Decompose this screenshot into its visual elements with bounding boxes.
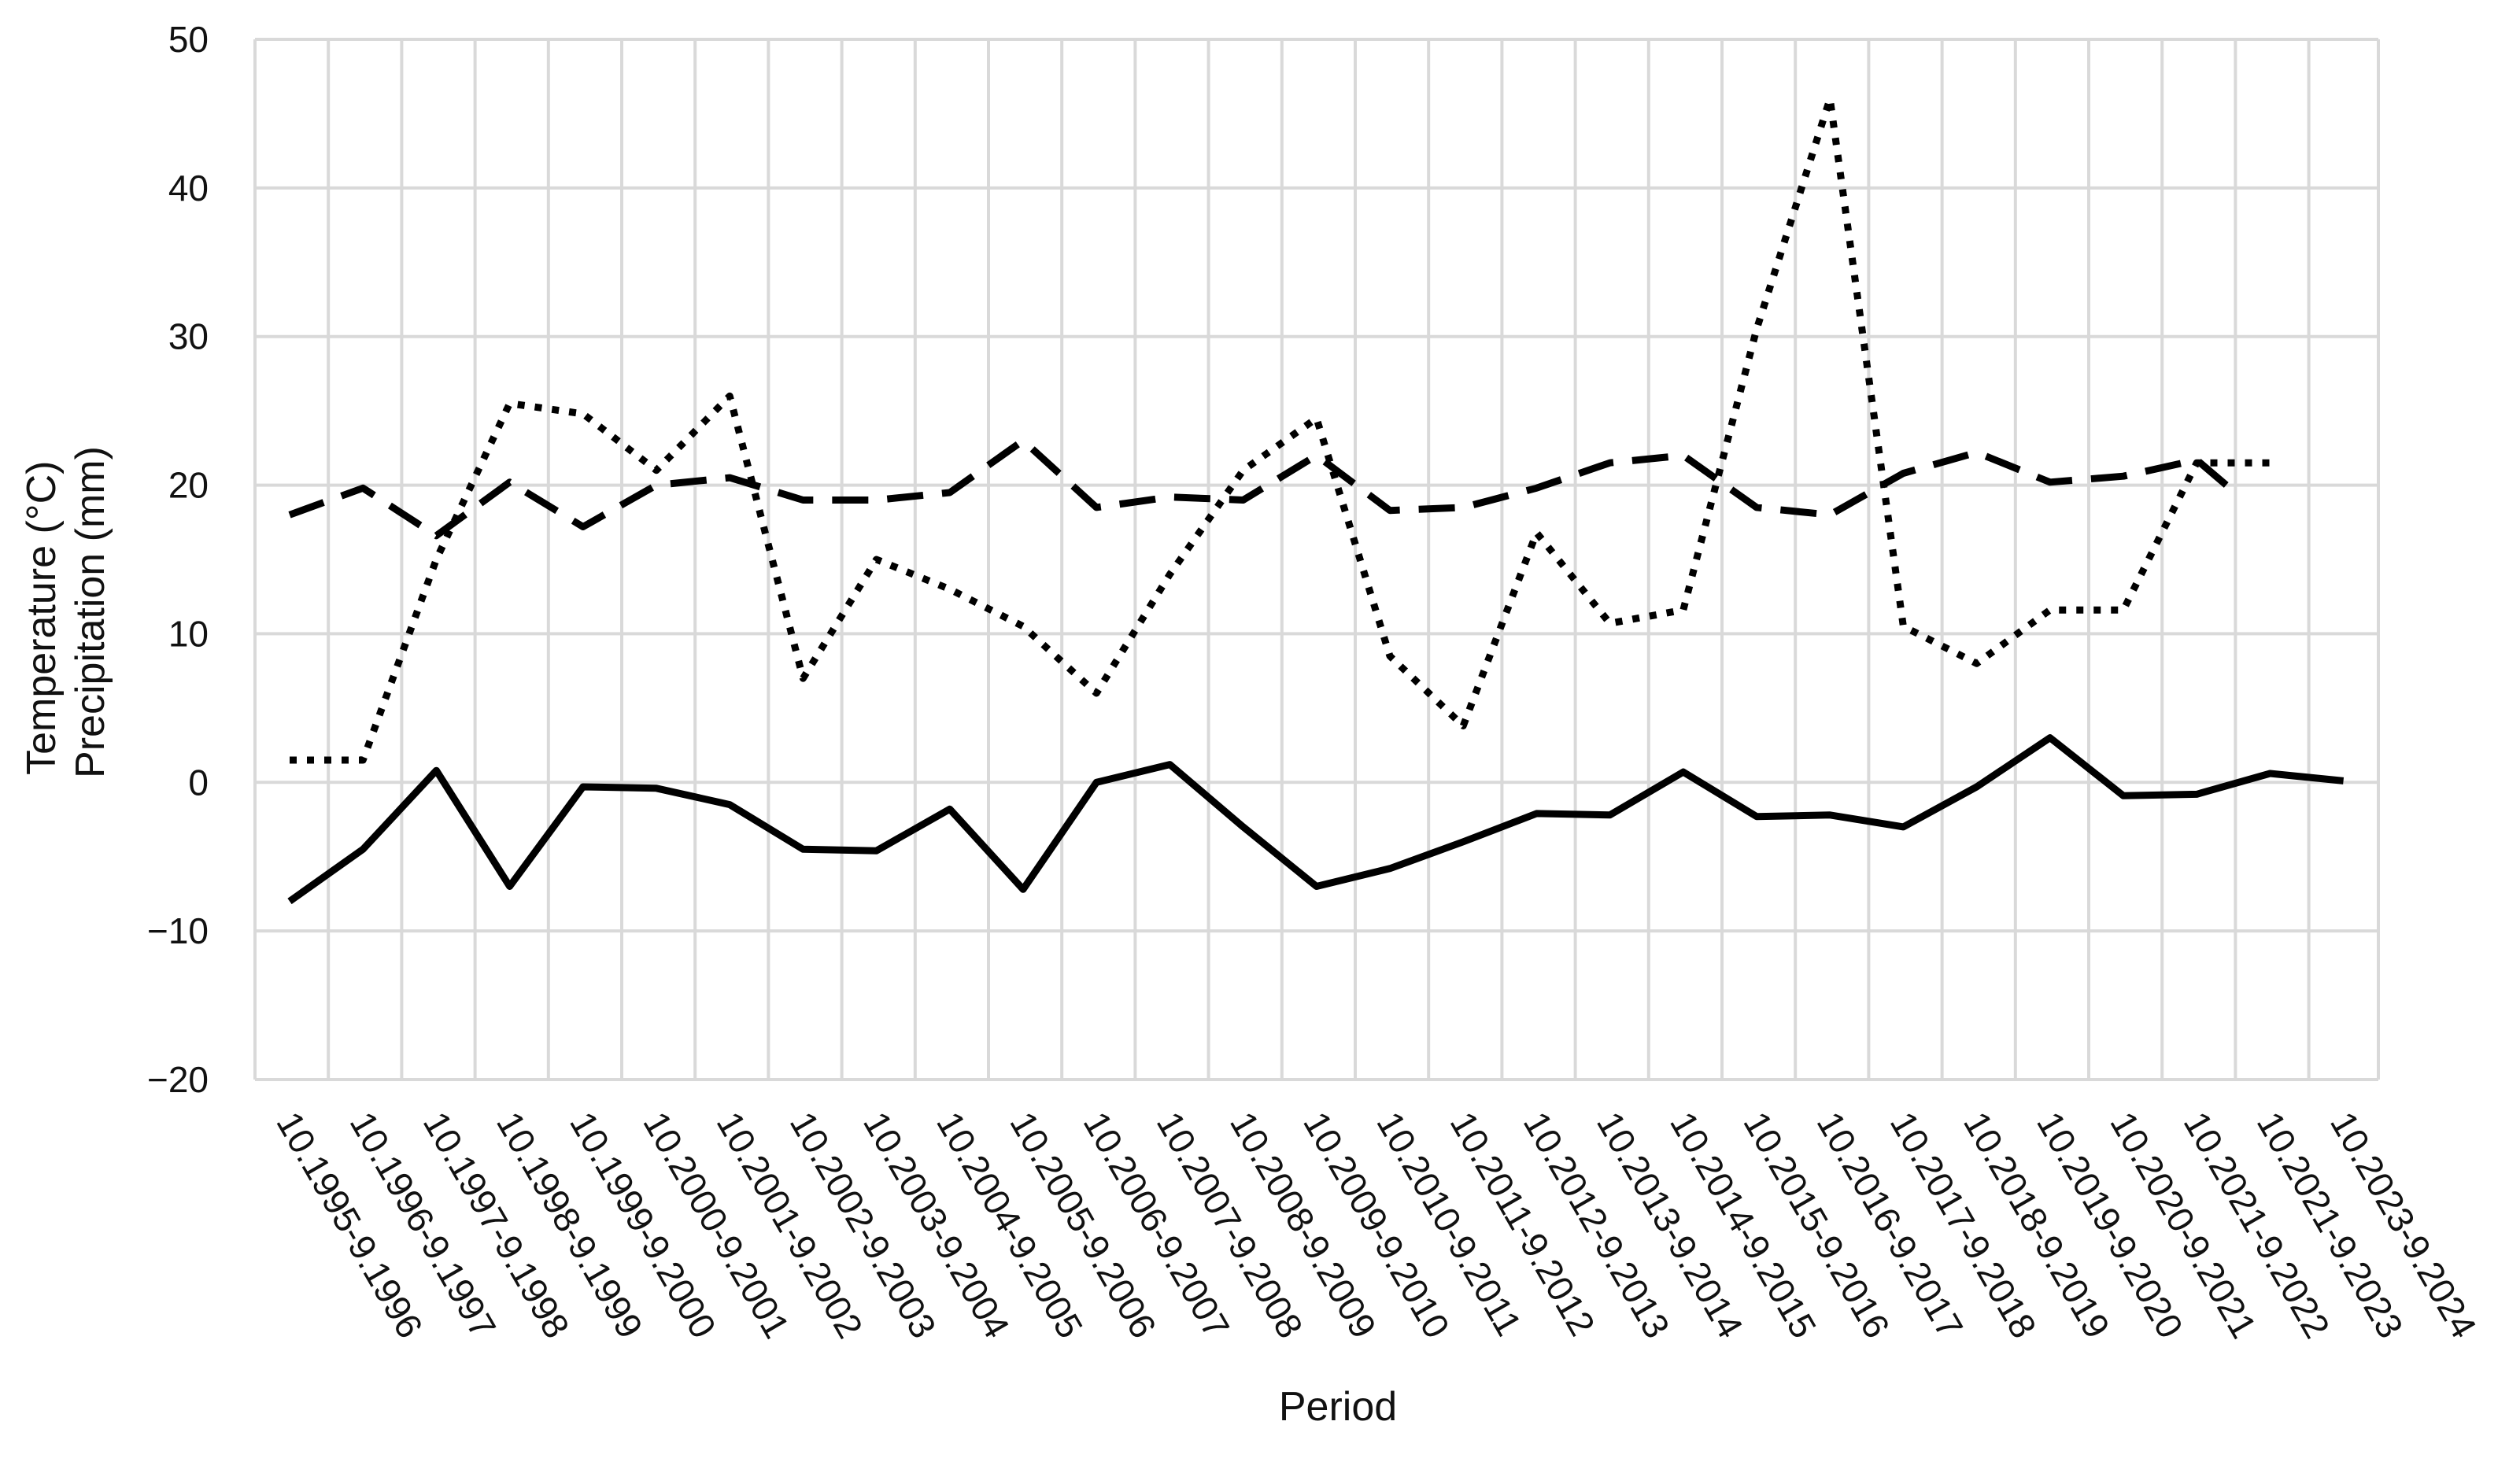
y-tick-label: 10 (168, 613, 209, 654)
chart-series (287, 95, 2345, 905)
series-line-dashed (288, 437, 2236, 540)
y-tick-label: −10 (147, 910, 209, 951)
series-line-dotted (290, 95, 2271, 764)
series-line-solid (287, 734, 2345, 905)
y-axis-title: Temperature (°C) Precipitation (mm) (19, 446, 113, 778)
y-tick-label: 40 (168, 168, 209, 209)
y-tick-label: 0 (188, 762, 209, 803)
y-axis-tick-labels: 50 40 30 20 10 0 −10 −20 (147, 19, 209, 1100)
y-axis-title-line-1: Temperature (°C) (19, 461, 65, 775)
y-tick-label: 50 (168, 19, 209, 60)
y-tick-label: −20 (147, 1059, 209, 1100)
x-axis-tick-labels: 10.1995-9.199610.1996-9.199710.1997-9.19… (268, 1105, 2485, 1345)
y-tick-label: 20 (168, 465, 209, 506)
chart-gridlines (253, 38, 2380, 1081)
y-axis-title-line-2: Precipitation (mm) (68, 446, 113, 778)
x-axis-title: Period (1279, 1384, 1397, 1430)
y-tick-label: 30 (168, 316, 209, 357)
